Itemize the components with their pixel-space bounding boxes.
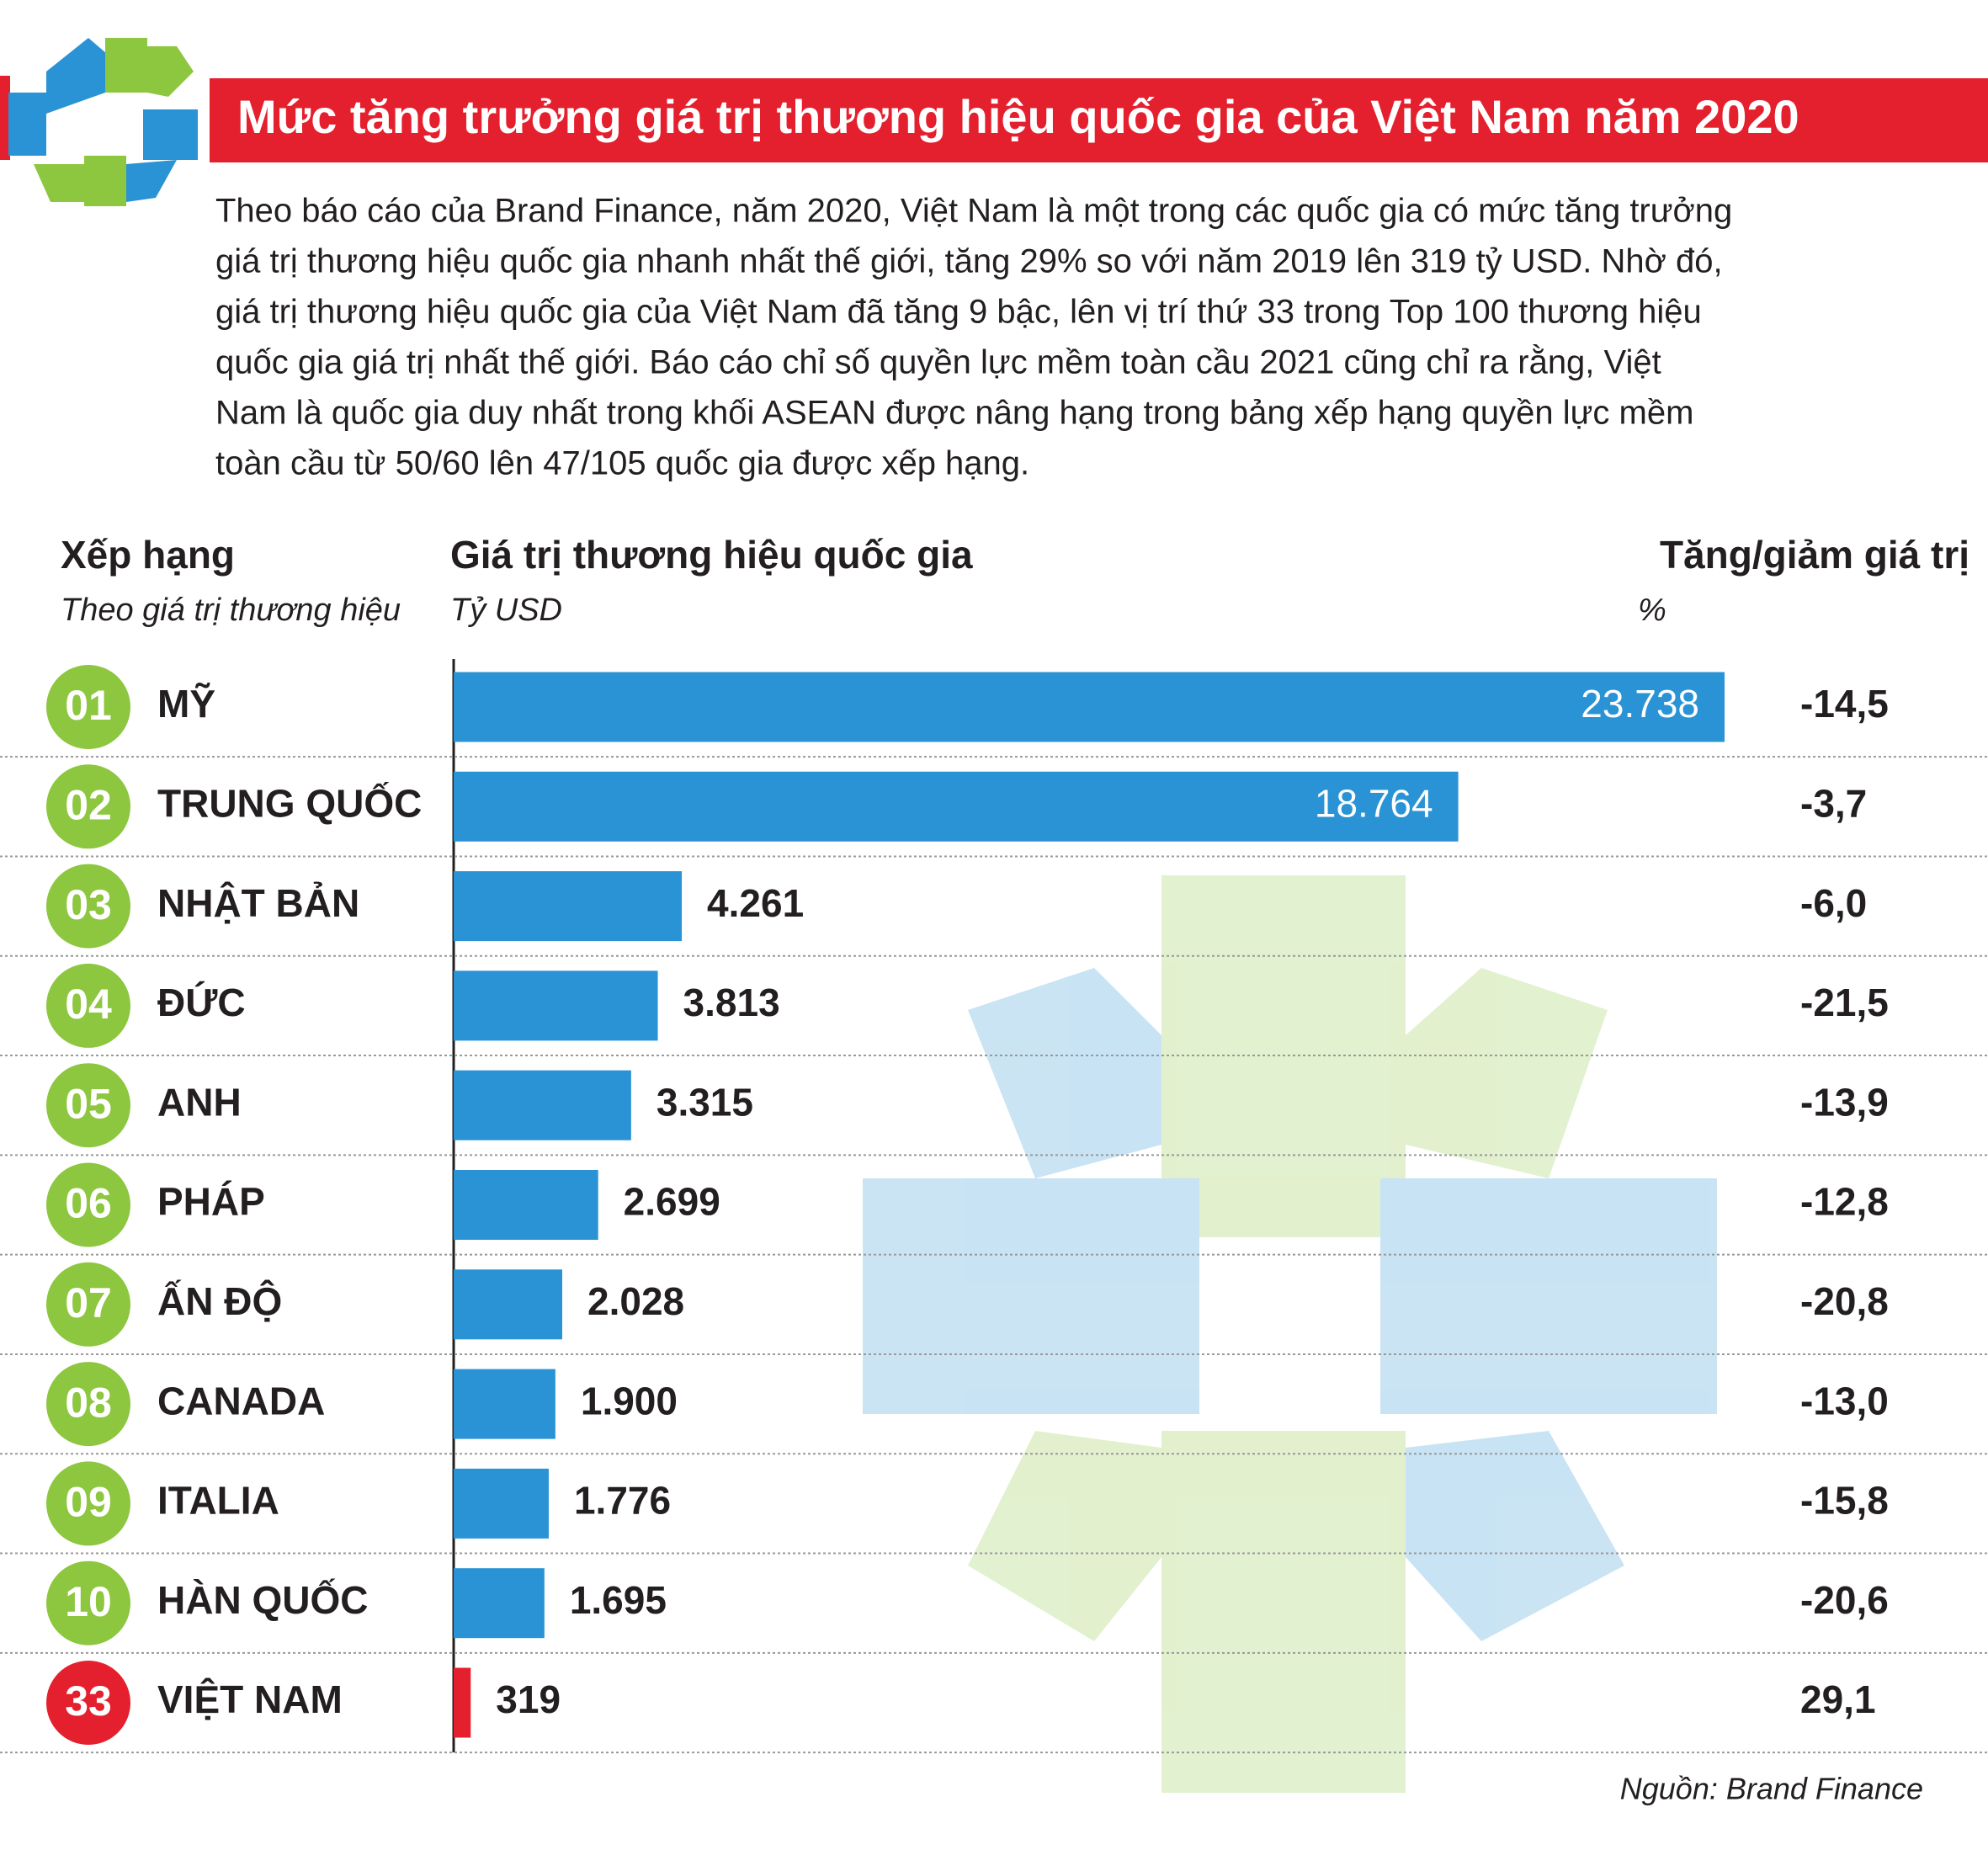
bar	[454, 1468, 549, 1539]
rank-badge	[46, 963, 130, 1048]
subheader: Theo giá trị thương hiệu	[61, 593, 401, 628]
intro-line: giá trị thương hiệu quốc gia của Việt Na…	[215, 294, 1702, 331]
change-label: -13,0	[1800, 1379, 1889, 1422]
bar	[454, 1070, 631, 1140]
bar	[454, 672, 1725, 742]
value-label: 23.738	[1581, 682, 1699, 726]
rank-badge	[46, 665, 130, 749]
subheader: %	[1638, 593, 1666, 628]
rank-badge	[46, 1560, 130, 1645]
rank: 05	[65, 1080, 112, 1127]
rank: 01	[65, 682, 112, 729]
country: MỸ	[157, 682, 215, 726]
rank-badge	[46, 1362, 130, 1447]
change-label: -15,8	[1800, 1479, 1889, 1523]
intro-line: Nam là quốc gia duy nhất trong khối ASEA…	[215, 395, 1693, 432]
change-label: 29,1	[1800, 1677, 1876, 1721]
intro-line: toàn cầu từ 50/60 lên 47/105 quốc gia đư…	[215, 445, 1029, 482]
change-label: -20,8	[1800, 1279, 1889, 1323]
bar	[454, 1369, 555, 1439]
rank: 33	[65, 1677, 112, 1725]
subheader: Tỷ USD	[450, 593, 562, 628]
rank: 06	[65, 1180, 112, 1227]
intro-line: quốc gia giá trị nhất thế giới. Báo cáo …	[215, 343, 1661, 381]
country: CANADA	[157, 1379, 325, 1422]
rank: 03	[65, 881, 112, 928]
header: Giá trị thương hiệu quốc gia	[450, 533, 973, 577]
country: ĐỨC	[157, 981, 246, 1024]
change-label: -14,5	[1800, 682, 1889, 726]
bar	[454, 1170, 598, 1240]
watermark	[863, 875, 1717, 1793]
value-label: 4.261	[707, 881, 804, 925]
bar	[454, 871, 683, 942]
country: ANH	[157, 1080, 242, 1124]
value-label: 2.028	[587, 1279, 684, 1323]
bar	[454, 771, 1459, 842]
rank-badge	[46, 1461, 130, 1546]
rank: 07	[65, 1279, 112, 1326]
bar	[454, 970, 658, 1041]
header: Tăng/giảm giá trị	[1660, 533, 1969, 577]
intro-line: giá trị thương hiệu quốc gia nhanh nhất …	[215, 243, 1723, 280]
rank-badge	[46, 1661, 130, 1745]
rank-badge	[46, 1063, 130, 1148]
change-label: -21,5	[1800, 981, 1889, 1024]
rank-badge	[46, 1262, 130, 1347]
rank: 10	[65, 1578, 112, 1625]
value-label: 1.900	[581, 1379, 678, 1422]
country: ẤN ĐỘ	[157, 1279, 282, 1323]
bar	[454, 1269, 563, 1340]
bar	[454, 1667, 471, 1738]
rank: 08	[65, 1379, 112, 1426]
intro-line: Theo báo cáo của Brand Finance, năm 2020…	[215, 193, 1732, 230]
source: Nguồn: Brand Finance	[1620, 1772, 1923, 1806]
title-bar	[210, 78, 1988, 162]
change-label: -13,9	[1800, 1080, 1889, 1124]
country: HÀN QUỐC	[157, 1578, 368, 1622]
change-label: -20,6	[1800, 1578, 1889, 1622]
header: Xếp hạng	[61, 533, 235, 577]
value-label: 1.776	[574, 1479, 671, 1523]
bar	[454, 1568, 545, 1639]
change-label: -6,0	[1800, 881, 1867, 925]
value-label: 2.699	[624, 1180, 720, 1224]
value-label: 319	[496, 1677, 561, 1721]
rank-badge	[46, 764, 130, 849]
value-label: 3.315	[656, 1080, 753, 1124]
change-label: -12,8	[1800, 1180, 1889, 1224]
value-label: 18.764	[1315, 781, 1433, 825]
value-label: 3.813	[683, 981, 780, 1024]
logo	[0, 38, 198, 206]
country: NHẬT BẢN	[157, 881, 359, 925]
change-label: -3,7	[1800, 781, 1867, 825]
country: TRUNG QUỐC	[157, 781, 422, 825]
value-label: 1.695	[570, 1578, 667, 1622]
rank: 09	[65, 1479, 112, 1526]
country: VIỆT NAM	[157, 1677, 343, 1721]
chart-title: Mức tăng trưởng giá trị thương hiệu quốc…	[237, 90, 1799, 143]
rank-badge	[46, 864, 130, 949]
rank: 02	[65, 782, 112, 829]
rank: 04	[65, 981, 112, 1028]
country: PHÁP	[157, 1180, 265, 1224]
rank-badge	[46, 1162, 130, 1247]
country: ITALIA	[157, 1479, 279, 1523]
